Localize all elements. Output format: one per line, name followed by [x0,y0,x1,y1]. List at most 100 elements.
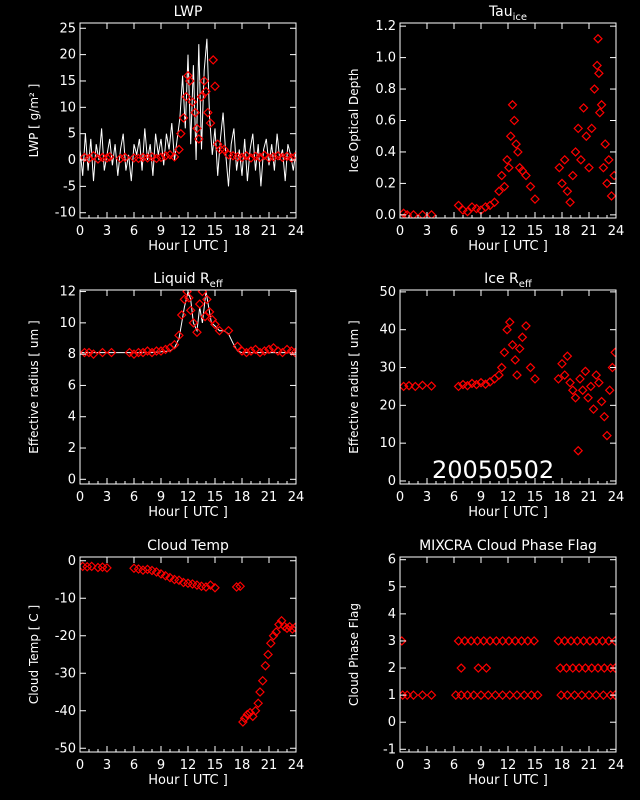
lwp-data-point [184,76,195,86]
tau_ice-data-point [567,170,578,181]
phase_flag-data-point [574,663,584,673]
tau_ice-data-point [494,186,504,197]
phase_flag-data-point [576,690,587,700]
liquid_reff-xtick-label: 24 [288,490,305,505]
tau_ice-data-point [513,147,523,157]
tau_ice-data-point [453,200,464,211]
liquid_reff-data-point [214,325,225,336]
liquid_reff-data-point [188,318,199,328]
lwp-ytick-label: 5 [68,127,76,142]
tau_ice-xtick-label: 12 [500,224,517,239]
phase_flag-data-point [453,636,464,646]
ice_reff-data-point [417,380,428,391]
liquid_reff-xtick-label: 6 [130,490,138,505]
liquid_reff-data-point [246,346,256,356]
tau_ice-data-point [408,210,419,218]
liquid_reff-data-point [160,344,171,355]
tau_ice-xtick-label: 24 [608,224,625,239]
cloud_temp-data-point [82,561,93,572]
tau_ice-data-point [602,178,612,189]
phase_flag-data-point [610,636,616,646]
cloud_temp-data-point [263,649,273,660]
tau_ice-data-point [559,154,570,165]
liquid_reff-ytick-label: 4 [68,410,76,425]
phase_flag-data-point [512,690,522,700]
lwp-data-point [205,118,216,128]
tau_ice-data-point [600,139,611,149]
phase_flag-data-point [578,636,589,646]
cloud_temp-data-point [268,630,279,641]
lwp-ytick-label: -10 [55,206,76,221]
lwp-xtick-label: 21 [261,224,278,239]
phase_flag-data-point [408,690,419,700]
liquid_reff-data-point [241,347,252,358]
liquid_reff-data-point [255,347,265,358]
tau_ice-xtick-label: 21 [581,224,598,239]
liquid_reff-plot-area [80,290,296,359]
lwp-data-point [286,153,296,163]
ice_reff-title: Ice Reff [484,271,533,290]
ice_reff-data-point [510,355,521,365]
ice_reff-data-point [404,380,414,391]
cloud_temp-data-point [93,562,103,573]
ice_reff-panel: Ice Reff Hour [ UTC ] Effective radius [ u… [347,271,624,520]
tau_ice-xtick-label: 15 [527,224,544,239]
cloud_temp-data-point [255,687,265,697]
lwp-data-point [169,152,180,162]
cloud_temp-data-point [265,638,276,649]
ice_reff-xtick-label: 6 [450,490,458,505]
phase_flag-data-point [522,636,533,646]
lwp-panel: LWP Hour [ UTC ] LWP [ g/m² ] 0 3 6 9 12 15 18 21 2… [27,4,304,254]
cloud_temp-plot-area [80,561,296,727]
phase_flag-data-point [510,636,521,646]
ice_reff-ytick-label: 50 [379,285,396,300]
phase_flag-data-point [462,690,473,700]
phase_flag-data-point [426,690,437,700]
cloud_temp-ytick-label: -20 [55,629,76,644]
lwp-data-point [165,149,175,160]
ice_reff-data-point [507,339,518,350]
lwp-data-point [174,144,184,155]
cloud_temp-data-point [205,580,216,590]
lwp-xtick-label: 12 [180,224,197,239]
phase_flag-data-point [562,690,573,700]
phase_flag-data-point [532,690,543,700]
cloud_temp-data-point [239,713,250,724]
phase_flag-ytick-label: -1 [383,742,396,757]
phase_flag-data-point [559,636,570,646]
liquid_reff-data-point [192,327,202,338]
tau_ice-data-point [592,60,602,71]
liquid_reff-data-point [268,343,279,353]
lwp-data-point [210,81,220,92]
lwp-data-point [84,153,94,164]
liquid_reff-data-point [290,347,296,358]
ice_reff-xtick-label: 9 [477,490,485,505]
ice_reff-ytick-label: 0 [388,474,396,489]
ice_reff-data-point [567,385,578,396]
tau_ice-data-point [499,181,510,192]
tau_ice-data-point [596,99,607,110]
lwp-data-point [259,150,270,161]
lwp-data-point [156,152,166,163]
phase_flag-data-point [584,690,594,700]
phase_flag-data-point [400,636,407,646]
lwp-data-point [104,152,115,162]
cloud_temp-ylabel: Cloud Temp [ C ] [27,605,41,704]
tau_ice-axes-frame [399,22,617,219]
lwp-ytick-label: 0 [68,153,76,168]
tau_ice-data-point [530,194,540,204]
ice_reff-data-point [575,374,585,384]
lwp-data-point [246,153,256,163]
ice_reff-data-point [599,411,610,422]
liquid_reff-data-point [185,305,196,316]
phase_flag-data-point [456,663,467,673]
liquid_reff-panel: Liquid Reff Hour [ UTC ] Effective radius … [27,271,304,520]
lwp-data-point [241,150,252,161]
liquid_reff-data-point [97,347,108,358]
lwp-data-point [120,152,130,163]
lwp-axes-frame [79,22,297,219]
liquid_reff-data-point [250,344,261,355]
ice_reff-data-point [504,317,515,327]
ice_reff-data-point [453,381,464,392]
liquid_reff-data-point [138,347,148,358]
